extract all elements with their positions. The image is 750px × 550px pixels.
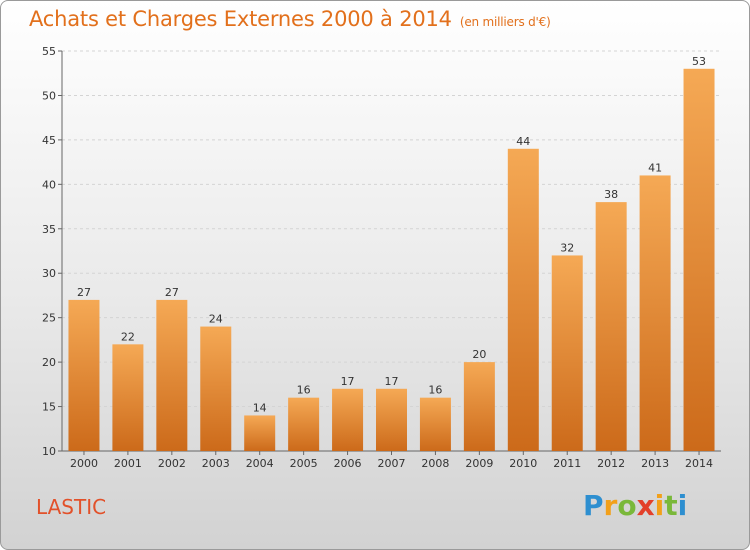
data-label-2014: 53	[692, 55, 706, 68]
bar-2013	[639, 175, 671, 451]
data-label-2012: 38	[604, 188, 618, 201]
bar-2005	[288, 397, 320, 451]
x-tick-label-2006: 2006	[334, 457, 362, 470]
chart-title-text: Achats et Charges Externes 2000 à 2014	[29, 7, 452, 31]
y-tick-label: 30	[42, 267, 56, 280]
y-tick-label: 35	[42, 223, 56, 236]
bar-2001	[112, 344, 144, 451]
x-tick-label-2013: 2013	[641, 457, 669, 470]
data-label-2006: 17	[341, 375, 355, 388]
x-tick-label-2007: 2007	[378, 457, 406, 470]
data-label-2000: 27	[77, 286, 91, 299]
x-tick-label-2001: 2001	[114, 457, 142, 470]
y-tick-label: 40	[42, 178, 56, 191]
x-tick-label-2008: 2008	[421, 457, 449, 470]
y-tick-label: 10	[42, 445, 56, 458]
data-label-2003: 24	[209, 313, 223, 326]
bar-2003	[200, 326, 232, 451]
data-labels: 27 22 27 24 14 16 17 17 16 20 44 32 38 41 53	[77, 55, 706, 415]
bars	[68, 68, 715, 452]
bar-2011	[551, 255, 583, 451]
x-tick-label-2014: 2014	[685, 457, 713, 470]
data-label-2011: 32	[560, 241, 574, 254]
y-tick-label: 50	[42, 89, 56, 102]
bar-2009	[463, 362, 495, 451]
data-label-2007: 17	[385, 375, 399, 388]
data-label-2004: 14	[253, 401, 267, 414]
bar-2004	[244, 415, 276, 451]
y-tick-label: 20	[42, 356, 56, 369]
data-label-2008: 16	[428, 384, 442, 397]
bar-2000	[68, 299, 100, 451]
x-tick-label-2012: 2012	[597, 457, 625, 470]
proxiti-logo: Proxiti	[583, 489, 688, 522]
bar-2002	[156, 299, 188, 451]
bar-2014	[683, 68, 715, 452]
x-tick-label-2000: 2000	[70, 457, 98, 470]
data-label-2013: 41	[648, 161, 662, 174]
y-tick-label: 55	[42, 45, 56, 58]
y-tick-label: 15	[42, 401, 56, 414]
data-label-2005: 16	[297, 384, 311, 397]
bar-2010	[507, 148, 539, 451]
x-tick-label-2004: 2004	[246, 457, 274, 470]
city-name: LASTIC	[36, 495, 107, 519]
y-tick-label: 45	[42, 134, 56, 147]
bar-2006	[332, 388, 364, 451]
chart-unit: (en milliers d'€)	[459, 15, 551, 29]
bar-2008	[419, 397, 451, 451]
x-tick-label-2011: 2011	[553, 457, 581, 470]
data-label-2002: 27	[165, 286, 179, 299]
x-tick-label-2010: 2010	[509, 457, 537, 470]
data-label-2010: 44	[516, 135, 530, 148]
x-tick-label-2002: 2002	[158, 457, 186, 470]
bar-2007	[376, 388, 407, 451]
y-tick-label: 25	[42, 312, 56, 325]
chart-title: Achats et Charges Externes 2000 à 2014 (e…	[29, 7, 551, 31]
data-label-2009: 20	[472, 348, 486, 361]
x-tick-label-2003: 2003	[202, 457, 230, 470]
x-tick-label-2005: 2005	[290, 457, 318, 470]
data-label-2001: 22	[121, 330, 135, 343]
bar-2012	[595, 202, 627, 451]
x-tick-label-2009: 2009	[465, 457, 493, 470]
